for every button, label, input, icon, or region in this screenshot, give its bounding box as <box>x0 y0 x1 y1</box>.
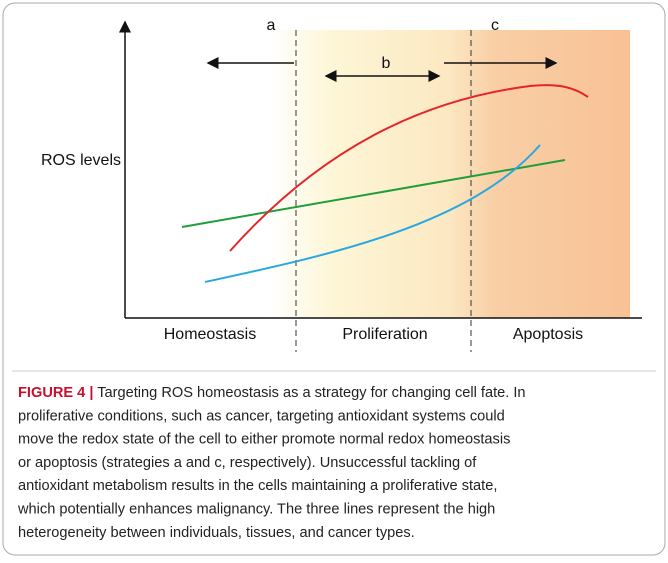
caption-line: or apoptosis (strategies a and c, respec… <box>18 455 477 471</box>
region-label: Homeostasis <box>164 326 256 343</box>
region-label: Apoptosis <box>513 326 583 343</box>
curve <box>204 144 541 283</box>
caption-line: FIGURE 4 | Targeting ROS homeostasis as … <box>18 385 526 401</box>
caption: FIGURE 4 | Targeting ROS homeostasis as … <box>17 385 526 541</box>
arrow-label: a <box>267 17 276 34</box>
caption-line: heterogeneity between individuals, tissu… <box>18 525 415 541</box>
caption-text: or apoptosis (strategies a and c, respec… <box>18 455 477 471</box>
region-label: Proliferation <box>342 326 427 343</box>
axis-label: ROS levels <box>41 152 121 169</box>
caption-line: antioxidant metabolism results in the ce… <box>18 478 497 494</box>
caption-text: which potentially enhances malignancy. T… <box>17 502 495 518</box>
background-gradient <box>268 30 630 318</box>
frame <box>2 2 666 556</box>
caption-line: move the redox state of the cell to eith… <box>18 432 510 448</box>
arrow-label: b <box>382 55 391 72</box>
caption-text: Targeting ROS homeostasis as a strategy … <box>93 385 525 401</box>
caption-label: FIGURE 4 | <box>18 385 93 401</box>
arrow-label: c <box>491 17 499 34</box>
caption-line: which potentially enhances malignancy. T… <box>17 502 495 518</box>
caption-line: proliferative conditions, such as cancer… <box>18 408 505 424</box>
caption-text: antioxidant metabolism results in the ce… <box>18 478 497 494</box>
curve <box>229 84 589 252</box>
caption-text: heterogeneity between individuals, tissu… <box>18 525 415 541</box>
curve <box>181 159 566 228</box>
caption-text: move the redox state of the cell to eith… <box>18 432 510 448</box>
caption-text: proliferative conditions, such as cancer… <box>18 408 505 424</box>
